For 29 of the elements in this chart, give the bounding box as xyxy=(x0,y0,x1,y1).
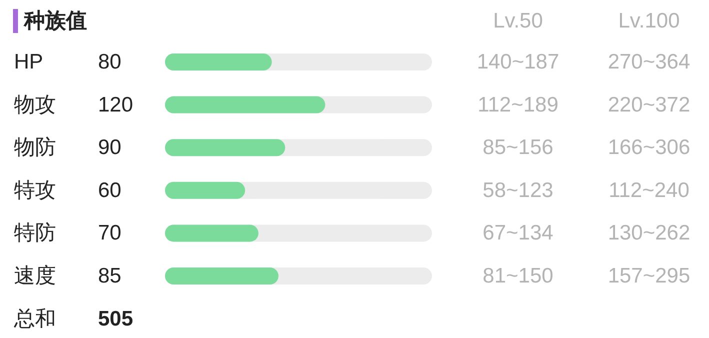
text: 166~306 xyxy=(608,136,690,160)
data-label: 80 xyxy=(98,50,122,74)
text: 总和 xyxy=(13,307,56,330)
text: 85~156 xyxy=(482,136,554,160)
data-label: 85 xyxy=(98,264,122,288)
y-tick-label: 特攻 xyxy=(14,178,56,202)
text: 505 xyxy=(98,307,134,330)
text: 112~240 xyxy=(608,178,690,202)
y-tick-label: 特防 xyxy=(14,222,56,245)
chart-title: 种族值 xyxy=(23,10,87,32)
text: 157~295 xyxy=(608,264,690,288)
data-label: 120 xyxy=(98,93,134,116)
text: 58~123 xyxy=(482,178,554,202)
text: 130~262 xyxy=(608,222,690,245)
text: 112~189 xyxy=(478,93,558,116)
data-label: 60 xyxy=(98,178,122,202)
data-label: 90 xyxy=(98,136,122,160)
text: 140~187 xyxy=(476,50,560,74)
y-tick-label: 速度 xyxy=(14,264,56,288)
text: 81~150 xyxy=(482,264,554,288)
data-label: 70 xyxy=(98,222,122,245)
text: Lv.50 xyxy=(493,10,543,32)
text: 270~364 xyxy=(608,50,690,74)
y-tick-label: 物防 xyxy=(14,136,56,160)
y-tick-label: HP xyxy=(14,50,44,74)
text: 67~134 xyxy=(482,222,554,245)
text: Lv.100 xyxy=(618,10,680,32)
text: 220~372 xyxy=(608,93,690,116)
y-tick-label: 物攻 xyxy=(14,93,56,116)
